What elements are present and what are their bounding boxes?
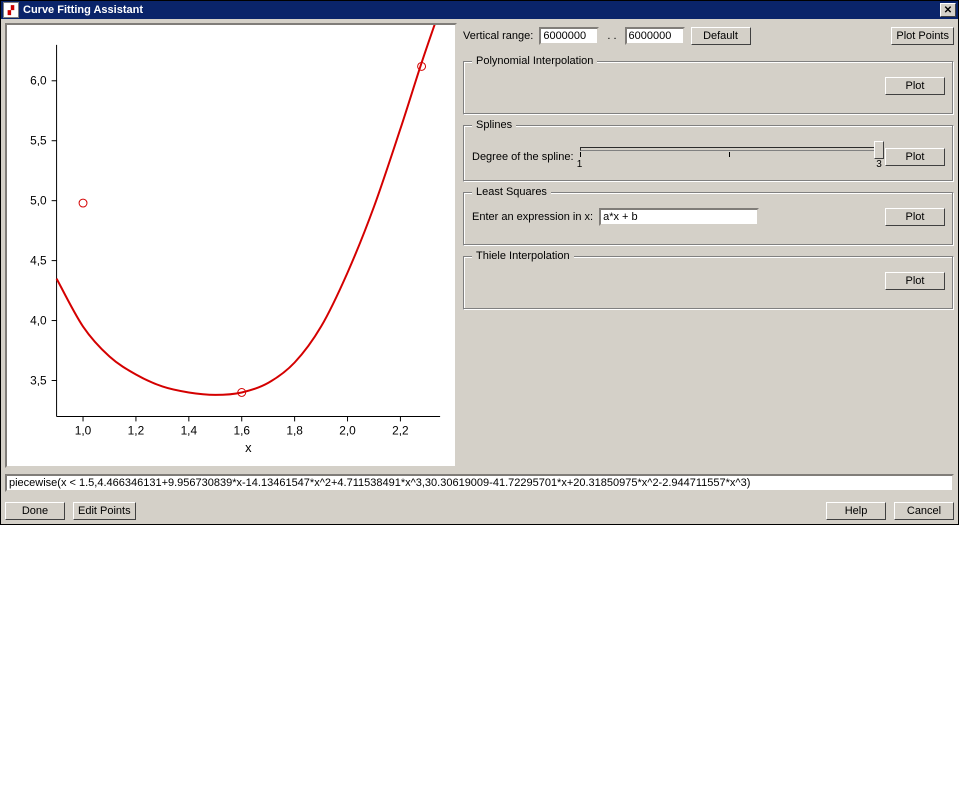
splines-legend: Splines — [472, 119, 516, 131]
svg-text:2,2: 2,2 — [392, 423, 409, 437]
window-title: Curve Fitting Assistant — [23, 4, 940, 16]
app-icon: ▞ — [3, 2, 19, 18]
polynomial-legend: Polynomial Interpolation — [472, 55, 597, 67]
polynomial-group: Polynomial Interpolation Plot — [463, 55, 954, 115]
vertical-range-to-input[interactable] — [625, 27, 685, 45]
svg-text:1,8: 1,8 — [286, 423, 303, 437]
help-button[interactable]: Help — [826, 502, 886, 520]
formula-row — [5, 474, 954, 492]
svg-text:x: x — [245, 440, 252, 455]
svg-text:1,0: 1,0 — [75, 423, 92, 437]
edit-points-button[interactable]: Edit Points — [73, 502, 136, 520]
plot-panel: 1,0 1,2 1,4 1,6 1,8 2,0 2,2 3,5 4,0 4,5 5,0 5,5 6,0 x — [5, 23, 457, 468]
plot-points-button[interactable]: Plot Points — [891, 27, 954, 45]
expression-label: Enter an expression in x: — [472, 211, 593, 223]
client-area: 1,0 1,2 1,4 1,6 1,8 2,0 2,2 3,5 4,0 4,5 5,0 5,5 6,0 x… — [1, 19, 958, 524]
vertical-range-row: Vertical range: . . Default Plot Points — [463, 23, 954, 51]
close-icon[interactable]: ✕ — [940, 3, 956, 17]
slider-thumb[interactable] — [874, 141, 884, 159]
least-squares-group: Least Squares Enter an expression in x: … — [463, 186, 954, 246]
svg-text:4,5: 4,5 — [30, 254, 47, 268]
spline-degree-label: Degree of the spline: — [472, 151, 574, 163]
thiele-legend: Thiele Interpolation — [472, 250, 574, 262]
thiele-plot-button[interactable]: Plot — [885, 272, 945, 290]
done-button[interactable]: Done — [5, 502, 65, 520]
splines-group: Splines Degree of the spline: 13 Plot — [463, 119, 954, 182]
bottom-button-row: Done Edit Points Help Cancel — [5, 502, 954, 520]
svg-text:5,5: 5,5 — [30, 134, 47, 148]
svg-text:4,0: 4,0 — [30, 314, 47, 328]
polynomial-plot-button[interactable]: Plot — [885, 77, 945, 95]
controls-panel: Vertical range: . . Default Plot Points … — [463, 23, 954, 468]
spline-degree-slider[interactable]: 13 — [580, 141, 879, 173]
formula-input[interactable] — [5, 474, 954, 492]
cancel-button[interactable]: Cancel — [894, 502, 954, 520]
vertical-range-label: Vertical range: — [463, 30, 533, 42]
curve-fitting-window: ▞ Curve Fitting Assistant ✕ 1,0 1,2 1,4 1,6… — [0, 0, 959, 525]
least-squares-plot-button[interactable]: Plot — [885, 208, 945, 226]
expression-input[interactable] — [599, 208, 759, 226]
vertical-range-from-input[interactable] — [539, 27, 599, 45]
splines-plot-button[interactable]: Plot — [885, 148, 945, 166]
svg-text:1,6: 1,6 — [233, 423, 250, 437]
svg-text:2,0: 2,0 — [339, 423, 356, 437]
default-button[interactable]: Default — [691, 27, 751, 45]
svg-text:5,0: 5,0 — [30, 194, 47, 208]
range-separator: . . — [605, 30, 618, 42]
svg-text:1,2: 1,2 — [128, 423, 145, 437]
least-squares-legend: Least Squares — [472, 186, 551, 198]
svg-text:3,5: 3,5 — [30, 373, 47, 387]
thiele-group: Thiele Interpolation Plot — [463, 250, 954, 310]
titlebar: ▞ Curve Fitting Assistant ✕ — [1, 1, 958, 19]
svg-text:1,4: 1,4 — [181, 423, 198, 437]
plot-svg: 1,0 1,2 1,4 1,6 1,8 2,0 2,2 3,5 4,0 4,5 5,0 5,5 6,0 x — [7, 25, 455, 466]
svg-text:6,0: 6,0 — [30, 74, 47, 88]
